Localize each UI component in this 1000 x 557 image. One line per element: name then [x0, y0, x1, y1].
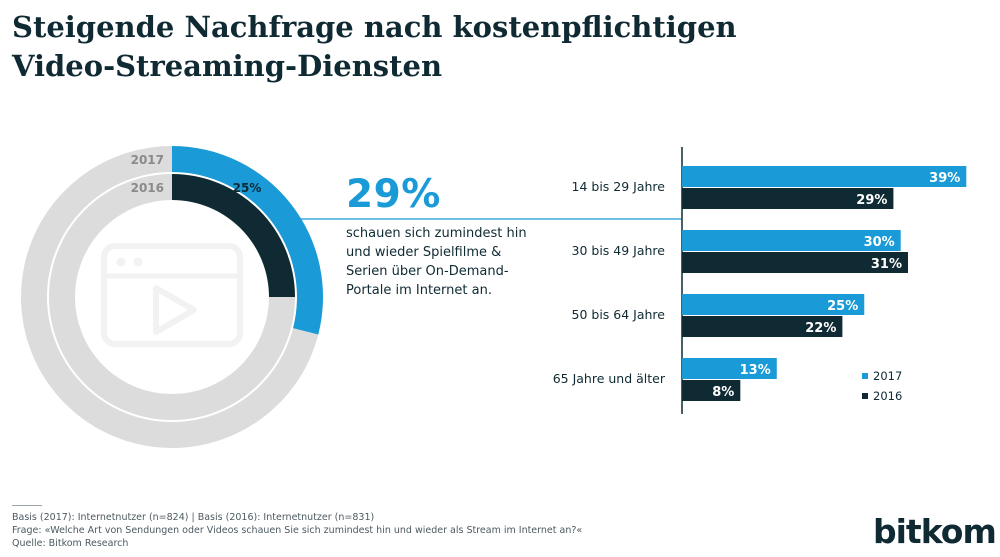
category-label: 50 bis 64 Jahre [572, 307, 666, 322]
legend-item-2017: 2017 [862, 366, 902, 386]
footer-basis: Basis (2017): Internetnutzer (n=824) | B… [12, 512, 375, 523]
legend: 2017 2016 [862, 366, 902, 406]
icon-window-frame [101, 243, 243, 347]
donut-slice-2016 [172, 174, 295, 297]
highlight-text-line: Portale im Internet an. [346, 283, 492, 298]
bar-2016 [682, 252, 908, 273]
bar-chart: 14 bis 29 Jahre 39% 29% 30 bis 49 Jahre 30% 3… [553, 147, 967, 414]
bar-value-label-2017: 25% [827, 299, 858, 314]
donut-value-label-2016: 25% [233, 181, 262, 195]
donut-chart: 2017 2016 25% [21, 146, 682, 448]
bar-value-label-2017: 30% [864, 235, 895, 250]
icon-window-dot [133, 257, 143, 267]
bar-value-label-2016: 22% [805, 321, 836, 336]
highlight-text-line: Serien über On-Demand- [346, 264, 509, 279]
legend-item-2016: 2016 [862, 386, 902, 406]
legend-label-2017: 2017 [873, 369, 903, 383]
title-line-2: Video-Streaming-Diensten [12, 49, 443, 83]
highlight-text-line: schauen sich zumindest hin [346, 226, 527, 241]
icon-window-dot [116, 257, 126, 267]
bar-2016 [682, 316, 843, 337]
donut-slice-2017 [172, 146, 323, 335]
legend-label-2016: 2016 [873, 389, 903, 403]
highlight-description: schauen sich zumindest hin und wieder Sp… [346, 224, 536, 300]
footer-source: Quelle: Bitkom Research [12, 538, 129, 549]
category-label: 30 bis 49 Jahre [572, 243, 666, 258]
bar-2017 [682, 294, 865, 315]
footer-question: Frage: «Welche Art von Sendungen oder Vi… [12, 525, 583, 536]
bar-2017 [682, 358, 777, 379]
bar-2017 [682, 230, 901, 251]
footer-divider [12, 505, 42, 506]
bar-2016 [682, 380, 741, 401]
title-line-1: Steigende Nachfrage nach kostenpflichtig… [12, 10, 737, 44]
bar-2017 [682, 166, 967, 187]
category-label: 65 Jahre und älter [553, 371, 666, 386]
bar-2016 [682, 188, 894, 209]
chart-title: Steigende Nachfrage nach kostenpflichtig… [12, 8, 737, 86]
legend-swatch-2017 [862, 373, 868, 379]
bar-value-label-2017: 13% [740, 363, 771, 378]
highlight-text-line: und wieder Spielfilme & [346, 245, 502, 260]
footer: Basis (2017): Internetnutzer (n=824) | B… [12, 511, 582, 550]
bar-value-label-2016: 8% [712, 385, 734, 400]
legend-swatch-2016 [862, 393, 868, 399]
category-label: 14 bis 29 Jahre [572, 179, 666, 194]
bar-value-label-2017: 39% [929, 171, 960, 186]
ring-label-2017: 2017 [131, 153, 164, 167]
bar-value-label-2016: 29% [856, 193, 887, 208]
ring-label-2016: 2016 [131, 181, 164, 195]
play-icon [153, 285, 197, 335]
bar-value-label-2016: 31% [871, 257, 902, 272]
video-player-icon [101, 243, 243, 347]
highlight-value: 29% [346, 172, 441, 217]
bitkom-logo: bitkom [873, 512, 997, 551]
